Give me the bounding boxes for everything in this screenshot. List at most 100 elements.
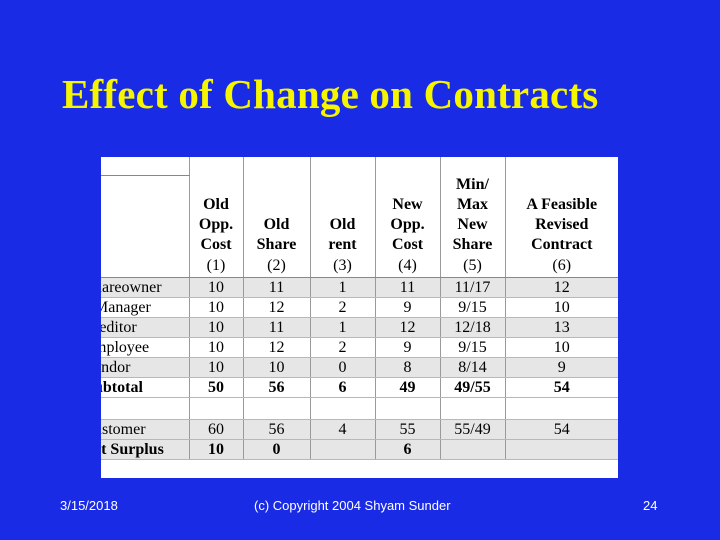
row-label-text: et Surplus xyxy=(101,440,164,458)
column-header-line: Min/ xyxy=(456,176,489,193)
table-cell: 6 xyxy=(374,439,440,460)
table-cell: 12 xyxy=(242,297,310,318)
table-cell xyxy=(309,439,375,460)
column-header-line: Old xyxy=(329,216,356,233)
column-header: Old rent xyxy=(309,175,375,255)
column-number: (3) xyxy=(309,255,375,278)
table-cell: 49/55 xyxy=(439,377,505,398)
column-header-line: Old xyxy=(203,196,229,213)
table-header-row: Old Opp. Cost Old Share Old rent New Opp. Cost Min… xyxy=(101,175,618,255)
table-cell: 4 xyxy=(309,419,375,440)
table-cell: 9/15 xyxy=(439,337,505,358)
table-cell: 10 xyxy=(504,337,618,358)
table-cell: 9 xyxy=(504,357,618,378)
table-cell: 56 xyxy=(242,377,310,398)
table-cell: 8/14 xyxy=(439,357,505,378)
table-cell: 60 xyxy=(188,419,243,440)
table-cell: 9 xyxy=(374,337,440,358)
table-cell: 10 xyxy=(188,357,243,378)
column-header-line: A Feasible xyxy=(526,196,598,213)
row-label-text: reditor xyxy=(101,318,137,336)
row-label: ubtotal xyxy=(101,377,189,398)
row-label: mployee xyxy=(101,337,189,358)
table-row: endor1010088/149 xyxy=(101,357,618,378)
table-cell: 12/18 xyxy=(439,317,505,338)
row-label-text: ubtotal xyxy=(101,378,143,396)
table-cell: 6 xyxy=(309,377,375,398)
row-label: ustomer xyxy=(101,419,189,440)
column-header-line: Max xyxy=(456,196,489,213)
column-header-line: Opp. xyxy=(390,216,425,233)
table-cell: 0 xyxy=(242,439,310,460)
table-cell: 12 xyxy=(242,337,310,358)
column-header-line: rent xyxy=(328,236,357,253)
row-label: et Surplus xyxy=(101,439,189,460)
table-cell: 10 xyxy=(188,337,243,358)
row-label-text: endor xyxy=(101,358,131,376)
footer-date: 3/15/2018 xyxy=(60,498,118,513)
column-header-line: Share xyxy=(452,236,493,253)
column-header-line: Opp. xyxy=(198,216,234,233)
column-number: (1) xyxy=(188,255,243,278)
table-cell: 0 xyxy=(309,357,375,378)
table-cell: 9 xyxy=(374,297,440,318)
column-header: Min/Max New Share xyxy=(439,175,505,255)
column-header: A Feasible Revised Contract xyxy=(504,175,618,255)
table-cell: 55 xyxy=(374,419,440,440)
column-number: (5) xyxy=(439,255,505,278)
table-cell xyxy=(504,439,618,460)
table-cell: 1 xyxy=(309,317,375,338)
column-number: (6) xyxy=(504,255,618,278)
row-label-text: mployee xyxy=(101,338,150,356)
column-header-line: New xyxy=(457,216,488,233)
table-cell: 55/49 xyxy=(439,419,505,440)
row-label: endor xyxy=(101,357,189,378)
table-cell: 10 xyxy=(188,439,243,460)
column-header-line: New xyxy=(392,196,423,213)
table-column-number-row: (1) (2) (3) (4) (5) (6) xyxy=(101,255,618,278)
table-cell: 56 xyxy=(242,419,310,440)
column-header-line: Share xyxy=(256,236,297,253)
column-number: (4) xyxy=(374,255,440,278)
table-cell xyxy=(439,439,505,460)
table-top-gap-row xyxy=(101,157,618,176)
table-cell: 11 xyxy=(242,277,310,298)
row-label: Manager xyxy=(101,297,189,318)
column-header-line: Old xyxy=(263,216,290,233)
contracts-table-image: Old Opp. Cost Old Share Old rent New Opp. Cost Min… xyxy=(101,157,618,478)
row-label: reditor xyxy=(101,317,189,338)
table-cell: 11 xyxy=(242,317,310,338)
table-cell: 10 xyxy=(242,357,310,378)
column-number: (2) xyxy=(242,255,310,278)
table-cell: 49 xyxy=(374,377,440,398)
table-cell: 54 xyxy=(504,419,618,440)
table-cell: 12 xyxy=(504,277,618,298)
table-cell: 2 xyxy=(309,337,375,358)
column-header: Old Opp. Cost xyxy=(188,175,243,255)
table-cell: 11 xyxy=(374,277,440,298)
table-cell: 9/15 xyxy=(439,297,505,318)
column-header: Old Share xyxy=(242,175,310,255)
table-cell: 54 xyxy=(504,377,618,398)
row-label-text: hareowner xyxy=(101,278,162,296)
table-spacer-row xyxy=(101,397,618,420)
slide-title: Effect of Change on Contracts xyxy=(62,71,599,117)
footer-page-number: 24 xyxy=(643,498,658,513)
column-header-line: Cost xyxy=(200,236,232,253)
table-cell: 1 xyxy=(309,277,375,298)
table-cell: 10 xyxy=(188,297,243,318)
table-row: et Surplus 100 6 xyxy=(101,439,618,460)
table-cell: 10 xyxy=(188,317,243,338)
table-cell: 10 xyxy=(188,277,243,298)
column-header-line: Cost xyxy=(391,236,424,253)
table-cell: 13 xyxy=(504,317,618,338)
table-cell: 11/17 xyxy=(439,277,505,298)
row-label-text: Manager xyxy=(101,298,151,316)
row-label-text: ustomer xyxy=(101,420,146,438)
